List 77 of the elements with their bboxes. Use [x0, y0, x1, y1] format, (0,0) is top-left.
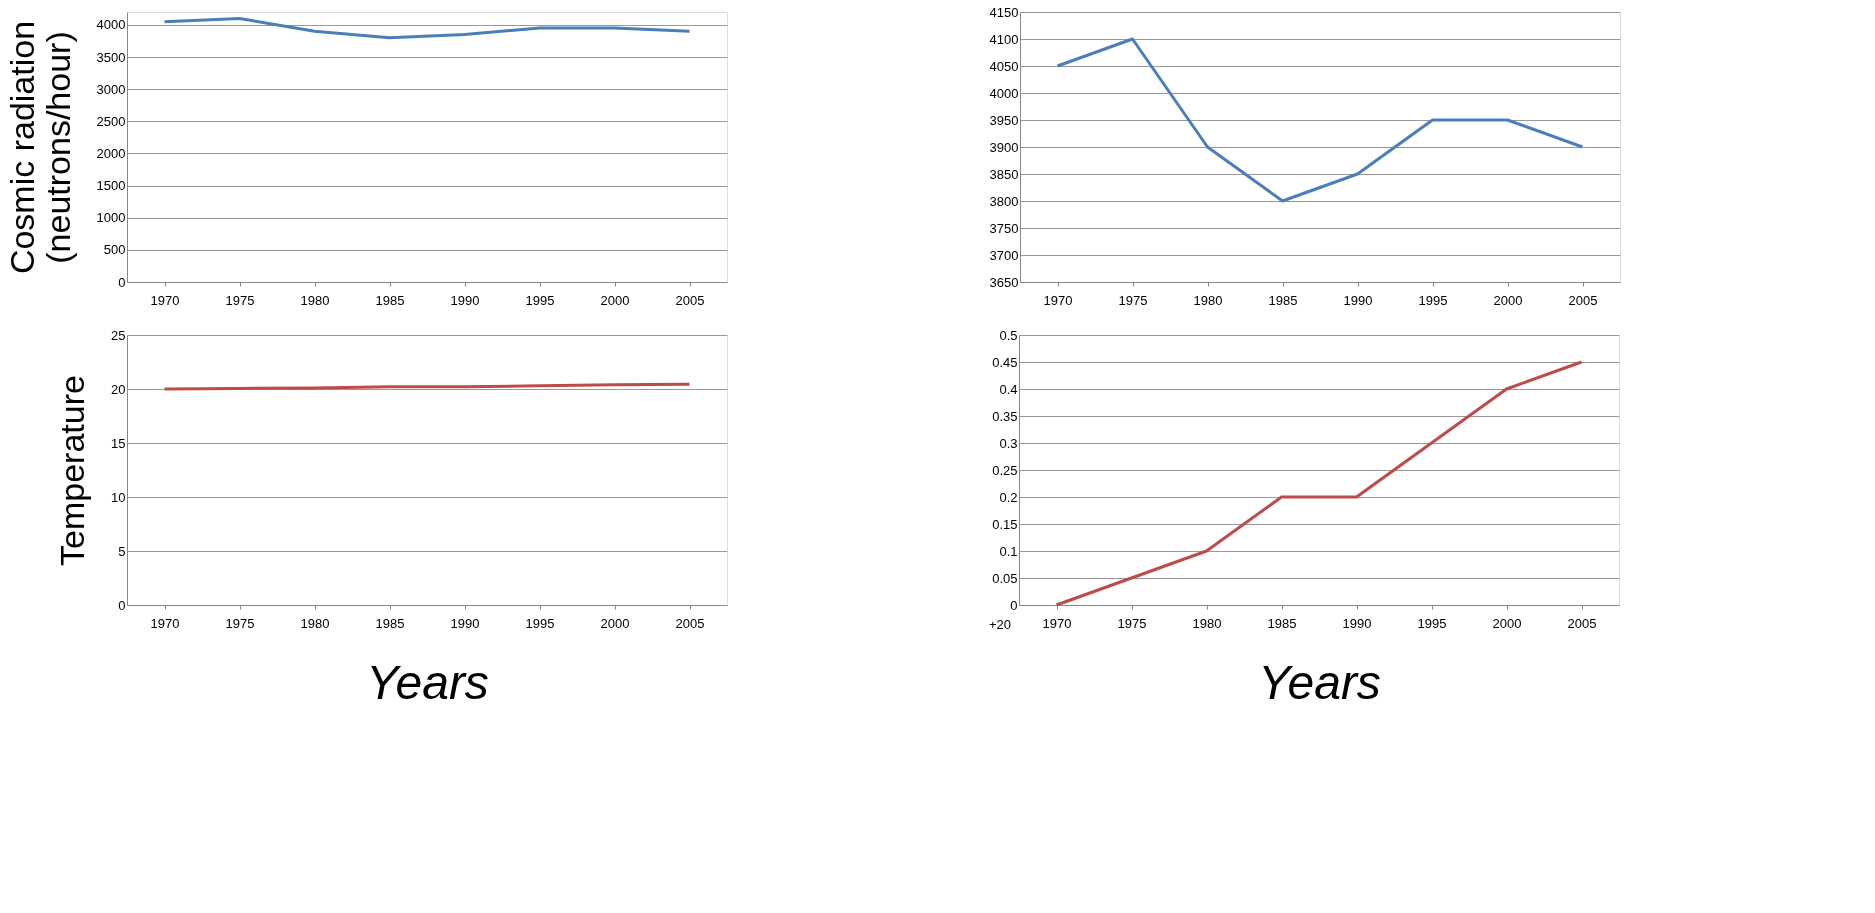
x-tick-label: 1990: [450, 292, 480, 308]
line-series: [1056, 37, 1584, 203]
y-tick-label: 3800: [989, 193, 1019, 209]
x-tick-label: 1990: [450, 615, 480, 631]
x-tick-label: 1985: [1268, 292, 1298, 308]
x-tick-label: 1990: [1342, 615, 1372, 631]
y-tick-label: 1500: [96, 178, 126, 194]
y-tick-label: 5: [118, 543, 126, 559]
y-tick-label: 0.35: [992, 408, 1018, 424]
y-tick-label: 3700: [989, 247, 1019, 263]
x-tick-label: 2000: [1492, 615, 1522, 631]
y-tick-label: 0: [118, 274, 126, 290]
y-tick-label: 1000: [96, 210, 126, 226]
x-tick-label: 1980: [1193, 292, 1223, 308]
y-tick-label: 0: [1010, 597, 1018, 613]
y-tick-label: 4050: [989, 58, 1019, 74]
y-tick-label: 4000: [989, 85, 1019, 101]
y-tick-label: 0.1: [999, 543, 1018, 559]
y-tick-label: 0.3: [999, 435, 1018, 451]
x-tick-label: 2005: [675, 615, 705, 631]
x-tick-label: 2000: [1493, 292, 1523, 308]
x-tick-label: 1985: [1267, 615, 1297, 631]
x-tick-label: 1985: [375, 615, 405, 631]
line-series: [1055, 360, 1583, 607]
x-tick-label: 1970: [150, 615, 180, 631]
x-tick-label: 1980: [300, 292, 330, 308]
y-tick-label: 0.05: [992, 570, 1018, 586]
x-tick-label: 1980: [300, 615, 330, 631]
x-tick-label: 2005: [675, 292, 705, 308]
y-tick-label: 500: [103, 242, 126, 258]
y-tick-label: 2000: [96, 145, 126, 161]
y-tick-label: 0: [118, 597, 126, 613]
x-tick-label: 1995: [1417, 615, 1447, 631]
x-tick-label: 1975: [1118, 292, 1148, 308]
y-tick-label: 4150: [989, 4, 1019, 20]
y-tick-label: 3650: [989, 274, 1019, 290]
x-tick-label: 2005: [1567, 615, 1597, 631]
y-tick-label: 3750: [989, 220, 1019, 236]
y-tick-label: 0.25: [992, 462, 1018, 478]
x-tick-label: 1995: [525, 292, 555, 308]
x-tick-label: 1970: [150, 292, 180, 308]
x-tick-label: 1990: [1343, 292, 1373, 308]
y-tick-label: 0.4: [999, 381, 1018, 397]
x-tick-label: 1980: [1192, 615, 1222, 631]
y-tick-label: 4000: [96, 17, 126, 33]
x-tick-label: 2005: [1568, 292, 1598, 308]
x-tick-label: 2000: [600, 615, 630, 631]
y-tick-label: 0.5: [999, 327, 1018, 343]
y-tick-label: 3500: [96, 49, 126, 65]
line-series: [163, 16, 691, 40]
x-tick-label: 1970: [1043, 292, 1073, 308]
y-tick-label: 0.2: [999, 489, 1018, 505]
x-axis-title: Years: [1258, 655, 1381, 709]
y-tick-label: 20: [111, 381, 126, 397]
x-tick-label: 2000: [600, 292, 630, 308]
x-tick-label: 1975: [225, 615, 255, 631]
y-tick-label: 3850: [989, 166, 1019, 182]
x-tick-label: 1985: [375, 292, 405, 308]
y-tick-label: 4100: [989, 31, 1019, 47]
y-tick-label: 2500: [96, 113, 126, 129]
x-tick-label: 1975: [1117, 615, 1147, 631]
x-axis-title: Years: [366, 655, 489, 709]
text: +20: [988, 617, 1011, 632]
x-tick-label: 1995: [1418, 292, 1448, 308]
y-tick-label: 15: [111, 435, 126, 451]
y-tick-label: 3000: [96, 81, 126, 97]
y-axis-title: Temperature: [53, 375, 92, 566]
y-tick-label: 3900: [989, 139, 1019, 155]
y-tick-label: 0.15: [992, 516, 1018, 532]
y-tick-label: 0.45: [992, 354, 1018, 370]
y-axis-title: Cosmic radiation (neutrons/hour): [2, 20, 77, 275]
x-tick-label: 1995: [525, 615, 555, 631]
x-tick-label: 1970: [1042, 615, 1072, 631]
y-tick-label: 3950: [989, 112, 1019, 128]
y-tick-label: 10: [111, 489, 126, 505]
x-tick-label: 1975: [225, 292, 255, 308]
y-tick-label: 25: [111, 327, 126, 343]
